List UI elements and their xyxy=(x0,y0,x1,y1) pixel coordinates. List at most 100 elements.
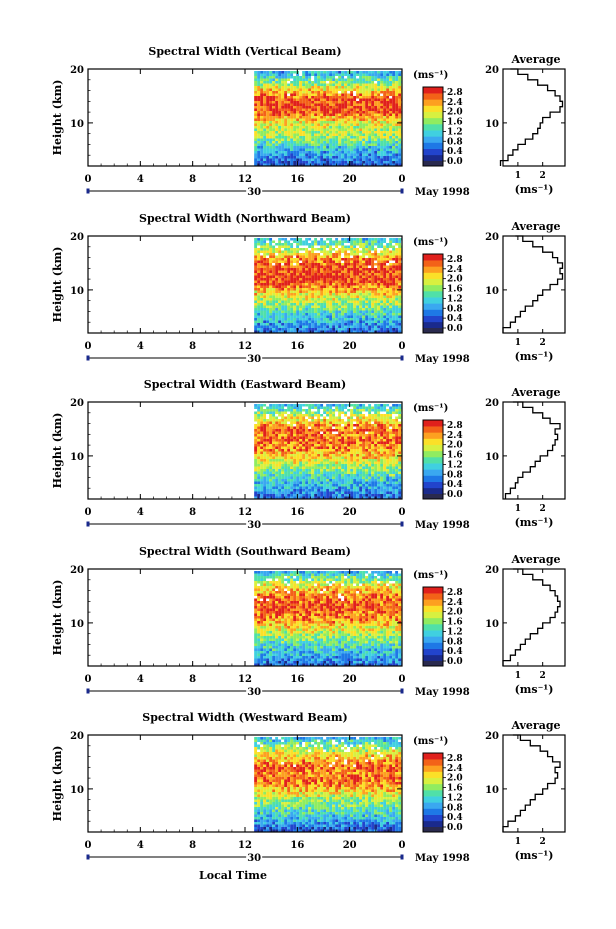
heatmap-cell xyxy=(260,474,264,477)
heatmap-cell xyxy=(320,250,324,253)
heatmap-cell xyxy=(299,131,303,134)
heatmap-cell xyxy=(380,106,384,109)
heatmap-cell xyxy=(275,143,279,146)
heatmap-cell xyxy=(359,484,363,487)
heatmap-cell xyxy=(284,143,288,146)
heatmap-cell xyxy=(326,146,330,149)
heatmap-cell xyxy=(326,106,330,109)
heatmap-cell xyxy=(296,128,300,131)
heatmap-cell xyxy=(377,451,381,454)
heatmap-cell xyxy=(353,153,357,156)
heatmap-cell xyxy=(350,479,354,482)
heatmap-cell xyxy=(374,325,378,328)
heatmap-cell xyxy=(257,464,261,467)
heatmap-cell xyxy=(398,298,402,301)
heatmap-cell xyxy=(335,73,339,76)
heatmap-cell xyxy=(305,96,309,99)
heatmap-cell xyxy=(284,273,288,276)
heatmap-cell xyxy=(290,454,294,457)
heatmap-cell xyxy=(329,469,333,472)
heatmap-cell xyxy=(320,273,324,276)
heatmap-cell xyxy=(287,118,291,121)
heatmap-cell xyxy=(368,325,372,328)
heatmap-cell xyxy=(377,283,381,286)
heatmap-cell xyxy=(257,283,261,286)
heatmap-cell xyxy=(350,464,354,467)
heatmap-cell xyxy=(365,76,369,79)
heatmap-cell xyxy=(299,143,303,146)
heatmap-cell xyxy=(299,471,303,474)
heatmap-cell xyxy=(398,121,402,124)
heatmap-cell xyxy=(305,151,309,154)
heatmap-cell xyxy=(386,81,390,84)
heatmap-cell xyxy=(260,491,264,494)
heatmap-cell xyxy=(335,143,339,146)
heatmap-cell xyxy=(377,288,381,291)
heatmap-cell xyxy=(389,313,393,316)
heatmap-cell xyxy=(344,103,348,106)
heatmap-cell xyxy=(272,248,276,251)
heatmap-cell xyxy=(368,93,372,96)
heatmap-cell xyxy=(263,454,267,457)
heatmap-cell xyxy=(341,459,345,462)
heatmap-cell xyxy=(377,280,381,283)
heatmap-cell xyxy=(254,469,258,472)
y-axis-label: Height (km) xyxy=(51,247,64,323)
heatmap-cell xyxy=(398,161,402,164)
heatmap-cell xyxy=(308,459,312,462)
heatmap-cell xyxy=(365,464,369,467)
heatmap-cell xyxy=(311,108,315,111)
heatmap-cell xyxy=(272,98,276,101)
heatmap-cell xyxy=(299,133,303,136)
heatmap-cell xyxy=(356,98,360,101)
heatmap-cell xyxy=(389,315,393,318)
heatmap-cell xyxy=(257,308,261,311)
heatmap-cell xyxy=(365,295,369,298)
heatmap-cell xyxy=(392,78,396,81)
heatmap-cell xyxy=(293,459,297,462)
heatmap-cell xyxy=(272,323,276,326)
heatmap-cell xyxy=(287,153,291,156)
heatmap-cell xyxy=(323,238,327,241)
heatmap-cell xyxy=(323,315,327,318)
heatmap-cell xyxy=(347,240,351,243)
heatmap-cell xyxy=(332,278,336,281)
heatmap-cell xyxy=(395,466,399,469)
heatmap-cell xyxy=(254,451,258,454)
heatmap-cell xyxy=(374,491,378,494)
heatmap-cell xyxy=(383,158,387,161)
heatmap-cell xyxy=(377,238,381,241)
heatmap-cell xyxy=(392,290,396,293)
heatmap-cell xyxy=(263,106,267,109)
average-x-label: (ms⁻¹) xyxy=(515,183,554,196)
heatmap-cell xyxy=(296,91,300,94)
heatmap-cell xyxy=(281,123,285,126)
heatmap-cell xyxy=(329,290,333,293)
heatmap-cell xyxy=(344,305,348,308)
heatmap-cell xyxy=(374,494,378,497)
heatmap-cell xyxy=(302,121,306,124)
heatmap-cell xyxy=(392,243,396,246)
heatmap-cell xyxy=(314,126,318,129)
heatmap-cell xyxy=(290,96,294,99)
heatmap-cell xyxy=(362,310,366,313)
heatmap-cell xyxy=(374,469,378,472)
colorbar-no-data xyxy=(423,161,443,166)
heatmap-cell xyxy=(272,128,276,131)
heatmap-cell xyxy=(290,484,294,487)
heatmap-cell xyxy=(377,153,381,156)
heatmap-cell xyxy=(275,325,279,328)
heatmap-cell xyxy=(392,288,396,291)
heatmap-cell xyxy=(341,464,345,467)
heatmap-cell xyxy=(350,248,354,251)
heatmap-cell xyxy=(296,126,300,129)
heatmap-cell xyxy=(377,481,381,484)
heatmap-cell xyxy=(311,471,315,474)
heatmap-cell xyxy=(371,138,375,141)
heatmap-cell xyxy=(377,123,381,126)
heatmap-cell xyxy=(338,91,342,94)
heatmap-cell xyxy=(353,310,357,313)
heatmap-cell xyxy=(308,133,312,136)
heatmap-cell xyxy=(368,101,372,104)
heatmap-cell xyxy=(365,146,369,149)
